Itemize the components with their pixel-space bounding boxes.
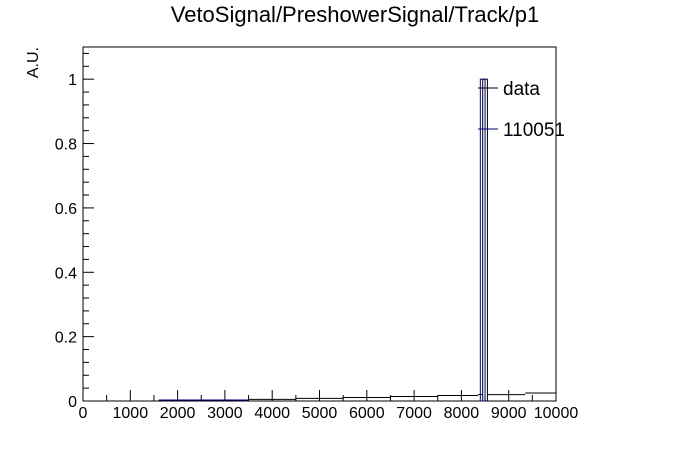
x-axis-ticks: 0 1000 2000 3000 4000 5000 6000 7000 8000 9000 100… xyxy=(79,390,579,422)
x-tick-label: 6000 xyxy=(349,405,385,422)
y-axis-ticks: 0 0.2 0.4 0.6 0.8 1 xyxy=(55,52,94,411)
series-110051 xyxy=(158,78,486,402)
y-axis-label: A.U. xyxy=(25,47,42,78)
chart-title: VetoSignal/PreshowerSignal/Track/p1 xyxy=(171,2,540,27)
y-tick-label: 0.4 xyxy=(55,265,77,282)
legend: data 110051 xyxy=(478,79,565,141)
x-tick-label: 9000 xyxy=(491,405,527,422)
y-tick-label: 0.8 xyxy=(55,137,77,154)
y-tick-label: 1 xyxy=(68,72,77,89)
histogram-bin xyxy=(479,78,486,402)
y-tick-label: 0 xyxy=(68,394,77,411)
x-tick-label: 0 xyxy=(79,405,88,422)
y-tick-label: 0.2 xyxy=(55,330,77,347)
x-tick-label: 1000 xyxy=(113,405,149,422)
series-layer xyxy=(83,78,556,402)
x-tick-label: 2000 xyxy=(160,405,196,422)
legend-label: data xyxy=(503,79,540,100)
x-tick-label: 3000 xyxy=(207,405,243,422)
x-tick-label: 8000 xyxy=(444,405,480,422)
x-tick-label: 4000 xyxy=(254,405,290,422)
x-tick-label: 7000 xyxy=(396,405,432,422)
legend-label: 110051 xyxy=(503,120,565,141)
x-tick-label: 10000 xyxy=(534,405,579,422)
y-tick-label: 0.6 xyxy=(55,201,77,218)
x-tick-label: 5000 xyxy=(302,405,338,422)
